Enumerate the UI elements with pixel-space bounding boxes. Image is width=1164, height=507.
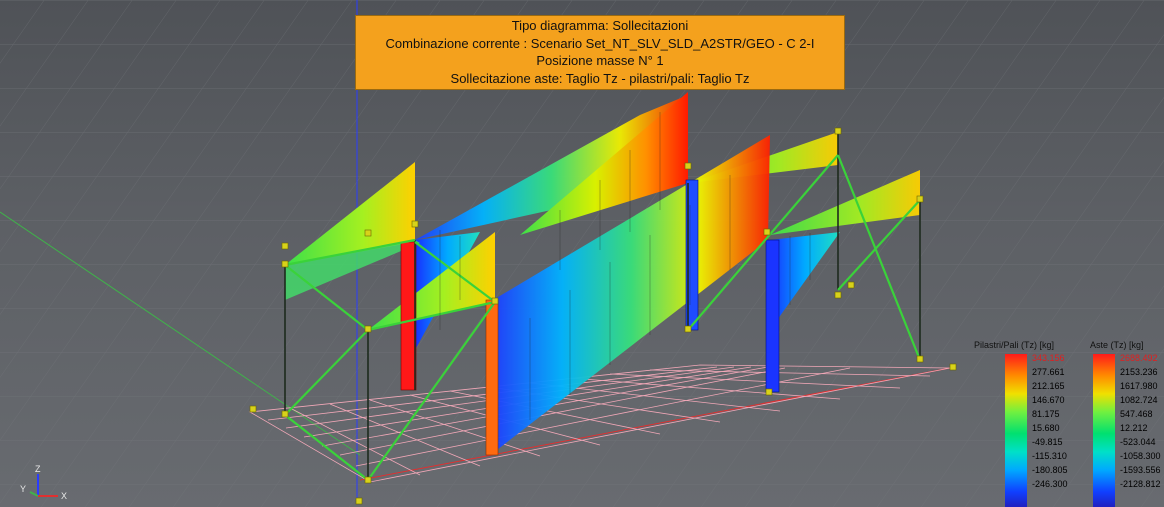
- legend-pilastri-value: -49.815: [1032, 437, 1063, 447]
- legend-aste-value: 2688.492: [1120, 353, 1158, 363]
- legend-aste-value: 1082.724: [1120, 395, 1158, 405]
- legend-aste-value: 2153.236: [1120, 367, 1158, 377]
- bracing-members: [284, 154, 922, 481]
- frame-members: [284, 132, 921, 480]
- legend-aste-value: -1593.556: [1120, 465, 1161, 475]
- diagram-upper-red: [520, 92, 688, 235]
- axis-x-line: [0, 211, 361, 456]
- column-red: [400, 241, 417, 391]
- legend-pilastri-colorbar: [1005, 354, 1027, 507]
- gizmo-y-axis: [29, 491, 39, 497]
- info-mass-position: Posizione masse N° 1: [536, 53, 664, 68]
- legend-aste-value: 1617.980: [1120, 381, 1158, 391]
- gizmo-x-label: X: [61, 491, 67, 501]
- legend-aste-title: Aste (Tz) [kg]: [1090, 340, 1144, 350]
- info-combination: Combinazione corrente : Scenario Set_NT_…: [385, 35, 815, 51]
- diagram-blue-right: [770, 232, 840, 330]
- axis-red-line: [359, 367, 951, 481]
- axes-gizmo: Z Y X: [20, 464, 67, 501]
- diagram-info-box: Tipo diagramma: Sollecitazioni Combinazi…: [355, 15, 845, 90]
- column-blue-right: [765, 239, 780, 393]
- legend-pilastri-value: -246.300: [1032, 479, 1068, 489]
- gizmo-y-label: Y: [20, 484, 26, 494]
- diagram-left-band: [285, 240, 420, 300]
- legend-pilastri-value: 146.670: [1032, 395, 1065, 405]
- legend-aste-value: 547.468: [1120, 409, 1153, 419]
- column-orange: [485, 299, 499, 456]
- column-blue-left: [685, 179, 699, 331]
- diagram-left-yellow: [285, 162, 415, 265]
- legend-aste-value: -1058.300: [1120, 451, 1161, 461]
- legend-aste-colorbar: [1093, 354, 1115, 507]
- legend-pilastri-value: 212.165: [1032, 381, 1065, 391]
- diagram-right-front: [770, 170, 920, 235]
- legend-aste-value: -2128.812: [1120, 479, 1161, 489]
- legend-pilastri-value: 277.661: [1032, 367, 1065, 377]
- diagram-front-yellow: [368, 232, 495, 330]
- legend-pilastri-value: -180.805: [1032, 465, 1068, 475]
- info-diagram-type: Tipo diagramma: Sollecitazioni: [511, 18, 689, 33]
- legend-pilastri-value: 343.156: [1032, 353, 1065, 363]
- legend-pilastri-value: 81.175: [1032, 409, 1060, 419]
- diagram-back-top: [415, 95, 688, 240]
- diagram-front-big: [493, 135, 770, 453]
- legend-aste-value: -523.044: [1120, 437, 1156, 447]
- diagram-hatching: [439, 112, 811, 420]
- gizmo-z-label: Z: [35, 464, 41, 474]
- structure-nodes: [249, 127, 957, 505]
- legend-pilastri-title: Pilastri/Pali (Tz) [kg]: [974, 340, 1055, 350]
- legend-pilastri-value: -115.310: [1032, 451, 1067, 461]
- legend-aste-value: 12.212: [1120, 423, 1148, 433]
- legend-pilastri-value: 15.680: [1032, 423, 1060, 433]
- info-stress-type: Sollecitazione aste: Taglio Tz - pilastr…: [450, 70, 750, 86]
